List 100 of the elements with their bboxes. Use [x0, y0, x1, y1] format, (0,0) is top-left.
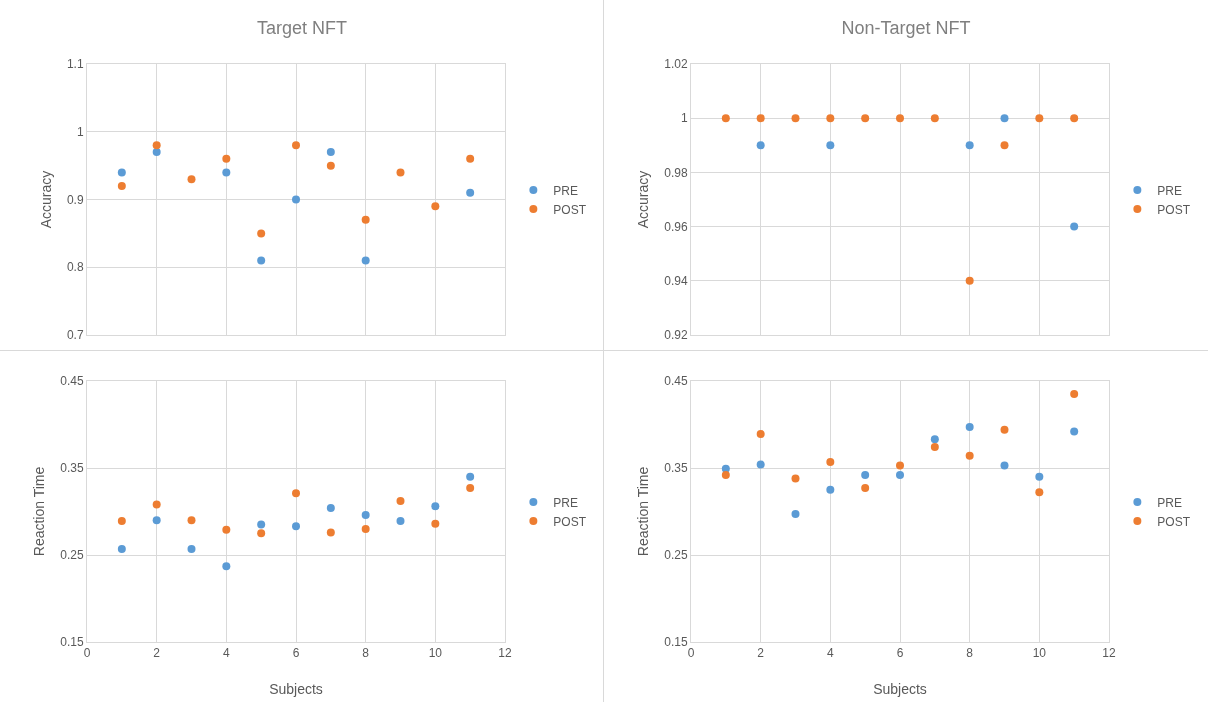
y-tick-label: 0.98 [664, 165, 688, 180]
y-axis-title: Accuracy [37, 170, 54, 229]
y-axis-title: Reaction Time [634, 466, 651, 557]
point [431, 202, 440, 211]
point [1000, 425, 1009, 434]
point [965, 451, 974, 460]
point [896, 470, 904, 479]
point [117, 181, 126, 190]
y-tick-label: 1.1 [66, 57, 84, 72]
point [361, 510, 370, 519]
point [791, 114, 800, 123]
point [721, 114, 730, 123]
x-tick-label: 8 [966, 646, 974, 661]
y-tick-label: 0.25 [60, 548, 84, 563]
legend-label: PRE [553, 183, 579, 198]
point [361, 524, 370, 533]
point [1070, 222, 1079, 231]
point [826, 485, 835, 494]
point [326, 161, 335, 170]
point [791, 510, 800, 519]
point [257, 256, 266, 265]
x-tick-label: 0 [83, 646, 91, 661]
point [1000, 141, 1009, 150]
legend-label: POST [553, 514, 587, 529]
y-tick-label: 0.9 [66, 192, 84, 207]
y-tick-label: 0.7 [66, 328, 84, 343]
point [1070, 390, 1079, 399]
legend-label: PRE [553, 495, 579, 510]
point [117, 544, 126, 553]
point [222, 525, 231, 534]
point [466, 472, 475, 481]
y-tick-label: 0.45 [60, 374, 84, 389]
point [292, 489, 300, 498]
x-axis-title: Subjects [269, 681, 323, 697]
chart-title: Non-Target NFT [841, 17, 971, 38]
x-tick-label: 12 [1102, 646, 1116, 661]
point [117, 168, 126, 177]
point [930, 435, 939, 444]
y-tick-label: 1 [76, 124, 84, 139]
point [361, 215, 370, 224]
point [1070, 427, 1079, 436]
point [1035, 472, 1044, 481]
x-tick-label: 2 [153, 646, 161, 661]
legend-label: POST [1157, 514, 1191, 529]
y-tick-label: 0.94 [664, 274, 688, 288]
x-tick-label: 8 [362, 646, 370, 661]
point [187, 544, 196, 553]
x-tick-label: 4 [826, 646, 834, 661]
y-tick-label: 0.8 [66, 260, 84, 275]
y-axis-title: Accuracy [634, 170, 651, 229]
point [896, 114, 904, 123]
y-tick-label: 0.92 [664, 328, 688, 343]
x-tick-label: 10 [1032, 646, 1047, 661]
legend-label: POST [1157, 202, 1191, 217]
point [896, 461, 904, 470]
point [396, 517, 405, 526]
point [930, 114, 939, 123]
point [826, 114, 835, 123]
point [152, 148, 161, 157]
point [257, 520, 266, 529]
legend-label: PRE [1157, 183, 1183, 198]
chart-title: Target NFT [256, 17, 348, 38]
point [152, 141, 161, 150]
point [292, 141, 300, 150]
point [396, 497, 405, 506]
point [117, 517, 126, 526]
point [257, 229, 266, 238]
point [861, 470, 870, 479]
point [187, 516, 196, 525]
point [1035, 488, 1044, 497]
x-tick-label: 0 [687, 646, 695, 661]
y-tick-label: 0.96 [664, 219, 688, 234]
x-tick-label: 4 [222, 646, 230, 661]
point [965, 423, 974, 432]
point [1035, 114, 1044, 123]
point [326, 528, 335, 537]
point [756, 460, 765, 469]
legend-label: PRE [1157, 495, 1183, 510]
point [1000, 461, 1009, 470]
y-tick-label: 0.25 [664, 548, 688, 563]
point [791, 474, 800, 483]
point [721, 470, 730, 479]
point [222, 562, 231, 571]
point [826, 457, 835, 466]
point [222, 168, 231, 177]
x-axis-title: Subjects [873, 681, 927, 697]
point [756, 114, 765, 123]
y-axis-title: Reaction Time [30, 466, 47, 557]
point [1070, 114, 1079, 123]
point [466, 188, 475, 197]
point [431, 502, 440, 511]
y-tick-label: 1 [680, 111, 688, 126]
point [396, 168, 405, 177]
x-tick-label: 10 [428, 646, 443, 661]
point [756, 430, 765, 439]
x-tick-label: 12 [498, 646, 512, 661]
point [222, 154, 231, 163]
point [756, 141, 765, 150]
point [930, 443, 939, 452]
y-tick-label: 0.15 [60, 635, 84, 650]
